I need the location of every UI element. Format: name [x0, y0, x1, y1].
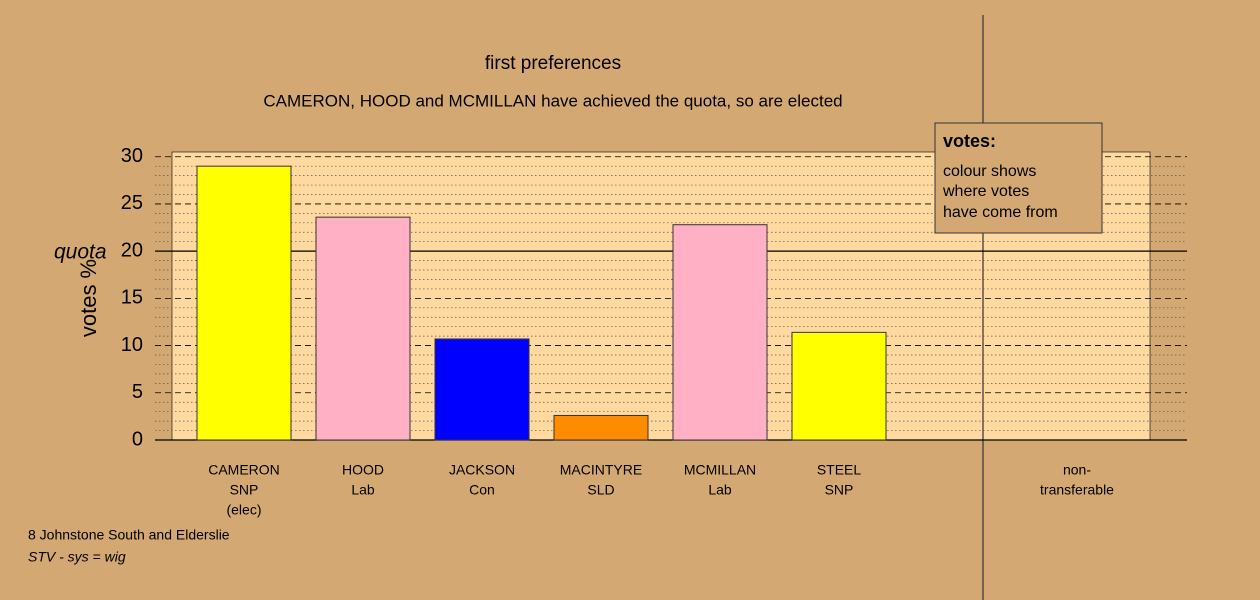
x-tick-label: SLD — [587, 482, 614, 498]
x-tick-label: Lab — [708, 482, 732, 498]
x-tick-label: SNP — [825, 482, 854, 498]
bar — [196, 165, 292, 441]
y-tick-label: 30 — [121, 145, 143, 167]
y-tick-label: 25 — [121, 192, 143, 214]
legend-text: colour shows — [943, 163, 1036, 180]
x-tick-label: (elec) — [226, 502, 261, 518]
chart-subtitle: CAMERON, HOOD and MCMILLAN have achieved… — [263, 91, 842, 110]
bar — [553, 414, 649, 441]
y-tick-label: 0 — [132, 428, 143, 450]
legend-box — [934, 122, 1103, 234]
y-tick-label: 15 — [121, 287, 143, 309]
footer: 8 Johnstone South and Elderslie — [28, 527, 230, 543]
x-tick-label: MACINTYRE — [560, 462, 642, 478]
legend-title: votes: — [943, 131, 996, 151]
x-tick-label: transferable — [1040, 482, 1114, 498]
x-tick-label: Con — [469, 482, 495, 498]
footer: STV - sys = wig — [28, 549, 126, 565]
legend: votes: colour shows where votes have com… — [934, 122, 1103, 234]
chart-title: first preferences — [485, 53, 621, 74]
x-tick-label: Lab — [351, 482, 375, 498]
x-tick-label: MCMILLAN — [684, 462, 756, 478]
legend-text: have come from — [943, 204, 1058, 221]
legend-text: where votes — [942, 183, 1029, 200]
bar — [791, 331, 887, 441]
y-tick-label: 10 — [121, 334, 143, 356]
bar — [672, 224, 768, 441]
y-tick-label: 20 — [121, 239, 143, 261]
bar — [434, 338, 530, 441]
quota-label: quota — [54, 241, 107, 264]
y-axis-label: votes % — [76, 259, 101, 337]
x-tick-label: HOOD — [342, 462, 384, 478]
x-tick-label: JACKSON — [449, 462, 515, 478]
x-tick-label: CAMERON — [208, 462, 280, 478]
y-tick-label: 5 — [132, 381, 143, 403]
x-tick-label: STEEL — [817, 462, 862, 478]
bar — [315, 216, 411, 441]
x-tick-label: non- — [1063, 462, 1091, 478]
x-tick-label: SNP — [230, 482, 259, 498]
